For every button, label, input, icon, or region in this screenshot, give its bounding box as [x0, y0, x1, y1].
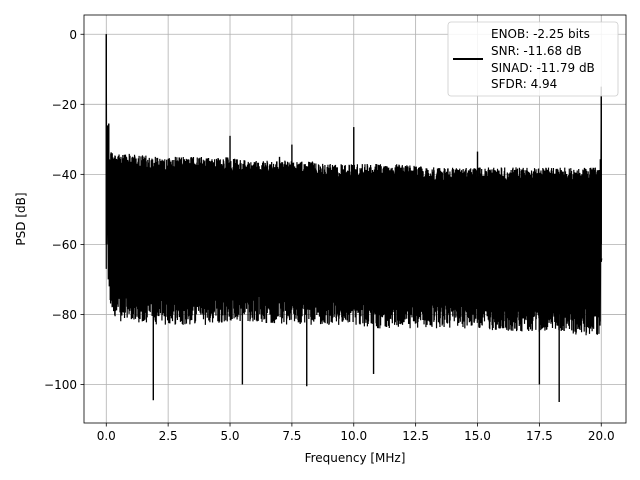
x-tick-label: 7.5 [282, 429, 301, 443]
psd-trace [105, 34, 603, 336]
y-axis-ticks: 0 −20 −40 −60 −80 −100 [44, 28, 84, 392]
legend-snr: SNR: -11.68 dB [491, 44, 582, 58]
x-tick-label: 20.0 [588, 429, 615, 443]
legend-enob: ENOB: -2.25 bits [491, 27, 590, 41]
x-axis-ticks: 0.0 2.5 5.0 7.5 10.0 12.5 15.0 17.5 20.0 [97, 423, 615, 443]
x-tick-label: 2.5 [159, 429, 178, 443]
x-tick-label: 15.0 [464, 429, 491, 443]
y-tick-label: −60 [52, 238, 77, 252]
x-tick-label: 17.5 [526, 429, 553, 443]
plot-frame [83, 14, 627, 424]
legend-box [447, 21, 619, 97]
data-layer [105, 34, 603, 402]
x-tick-label: 10.0 [340, 429, 367, 443]
x-tick-label: 5.0 [220, 429, 239, 443]
y-tick-label: 0 [69, 28, 77, 42]
x-tick-label: 12.5 [402, 429, 429, 443]
y-axis-label: PSD [dB] [14, 192, 28, 245]
x-axis-label: Frequency [MHz] [305, 451, 406, 465]
x-tick-label: 0.0 [97, 429, 116, 443]
y-tick-label: −40 [52, 168, 77, 182]
y-tick-label: −100 [44, 378, 77, 392]
legend: ENOB: -2.25 bits SNR: -11.68 dB SINAD: -… [447, 21, 619, 97]
legend-sfdr: SFDR: 4.94 [491, 77, 557, 91]
legend-sinad: SINAD: -11.79 dB [491, 61, 595, 75]
y-tick-label: −20 [52, 98, 77, 112]
plot-area [105, 34, 603, 402]
y-tick-label: −80 [52, 308, 77, 322]
